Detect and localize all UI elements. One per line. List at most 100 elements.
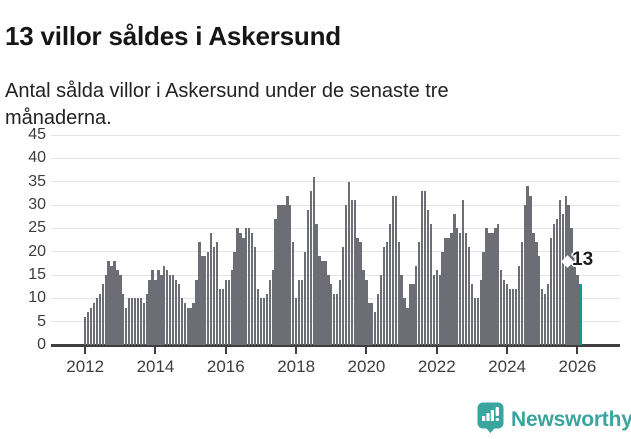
bar — [432, 275, 435, 345]
bar — [350, 200, 353, 345]
bar — [204, 256, 207, 345]
bar — [365, 279, 368, 345]
bar — [271, 270, 274, 345]
bar — [95, 298, 99, 345]
bar — [127, 298, 131, 345]
highlight-bar — [579, 284, 582, 345]
bar — [321, 261, 324, 345]
bar — [576, 275, 579, 345]
bar — [423, 191, 427, 345]
bar — [122, 293, 125, 345]
bar — [394, 195, 397, 345]
bar — [353, 200, 356, 345]
bar — [309, 191, 312, 345]
bar — [415, 265, 418, 345]
y-axis-label: 45 — [28, 126, 46, 143]
bar — [508, 289, 512, 345]
bar — [277, 205, 280, 345]
bar — [104, 275, 107, 345]
bar — [327, 275, 330, 345]
bar — [145, 293, 148, 345]
gridline — [51, 321, 620, 323]
bar — [198, 242, 201, 345]
bar — [189, 307, 192, 345]
bar — [450, 233, 453, 345]
bar — [274, 219, 277, 345]
bar — [330, 284, 333, 345]
bar — [418, 242, 421, 345]
bar — [245, 228, 248, 345]
bar — [494, 228, 497, 345]
bar — [324, 261, 327, 345]
bar — [166, 270, 169, 345]
bar — [259, 298, 263, 345]
bar — [335, 293, 339, 345]
bar — [544, 293, 547, 345]
x-axis-tick — [365, 347, 368, 354]
bar — [368, 303, 371, 345]
gridline — [51, 274, 620, 276]
x-axis-tick — [576, 347, 579, 354]
bar — [447, 237, 450, 345]
x-axis-tick — [154, 347, 157, 354]
y-axis-label: 30 — [28, 196, 46, 213]
y-axis-label: 20 — [28, 242, 46, 260]
x-axis-tick — [506, 347, 509, 354]
gridline — [51, 204, 620, 206]
bar — [157, 270, 160, 345]
chart-subtitle: Antal sålda villor i Askersund under de … — [5, 80, 449, 129]
bar — [186, 307, 189, 345]
last-value-annotation: 13 — [572, 249, 594, 270]
bar — [371, 303, 374, 345]
bar — [497, 223, 500, 345]
bar — [201, 256, 204, 345]
newsworthy-logo-icon — [477, 402, 504, 438]
bar — [523, 205, 526, 345]
bar — [362, 270, 365, 345]
bar — [215, 242, 219, 345]
bar — [248, 228, 251, 345]
x-axis-label: 2024 — [488, 357, 526, 376]
bar — [218, 289, 222, 345]
bar — [473, 298, 477, 345]
bar — [303, 251, 307, 345]
bar — [453, 214, 456, 345]
x-axis-label: 2014 — [136, 357, 175, 376]
bar — [456, 228, 459, 345]
bar — [283, 205, 286, 345]
bar — [391, 195, 394, 345]
bar — [163, 265, 166, 345]
bar — [517, 265, 520, 345]
bar — [297, 279, 301, 345]
bar — [116, 270, 119, 345]
x-axis-label: 2012 — [66, 357, 105, 376]
bar — [529, 195, 532, 345]
x-axis-tick — [224, 347, 227, 354]
axis-baseline — [51, 344, 620, 347]
bar — [388, 223, 392, 345]
bar — [438, 275, 441, 345]
bar — [459, 233, 462, 345]
bar — [561, 214, 564, 345]
bar — [467, 247, 471, 345]
bar — [84, 317, 87, 345]
bar — [119, 275, 122, 345]
bar — [107, 261, 110, 345]
bar — [110, 265, 113, 345]
page-title: 13 villor såldes i Askersund — [5, 21, 341, 52]
bar — [251, 233, 254, 345]
bar — [154, 279, 157, 345]
bar — [292, 242, 295, 345]
y-axis-label: 5 — [37, 312, 46, 330]
bar — [130, 298, 134, 345]
bar — [488, 233, 491, 345]
bar — [148, 279, 151, 345]
bar — [242, 237, 245, 345]
y-axis-label: 40 — [28, 149, 46, 167]
bar — [511, 289, 515, 345]
newsworthy-brand-link[interactable]: Newsworthy — [477, 402, 631, 438]
y-axis-label: 0 — [37, 336, 46, 353]
bar — [441, 251, 444, 345]
bar — [265, 293, 268, 345]
